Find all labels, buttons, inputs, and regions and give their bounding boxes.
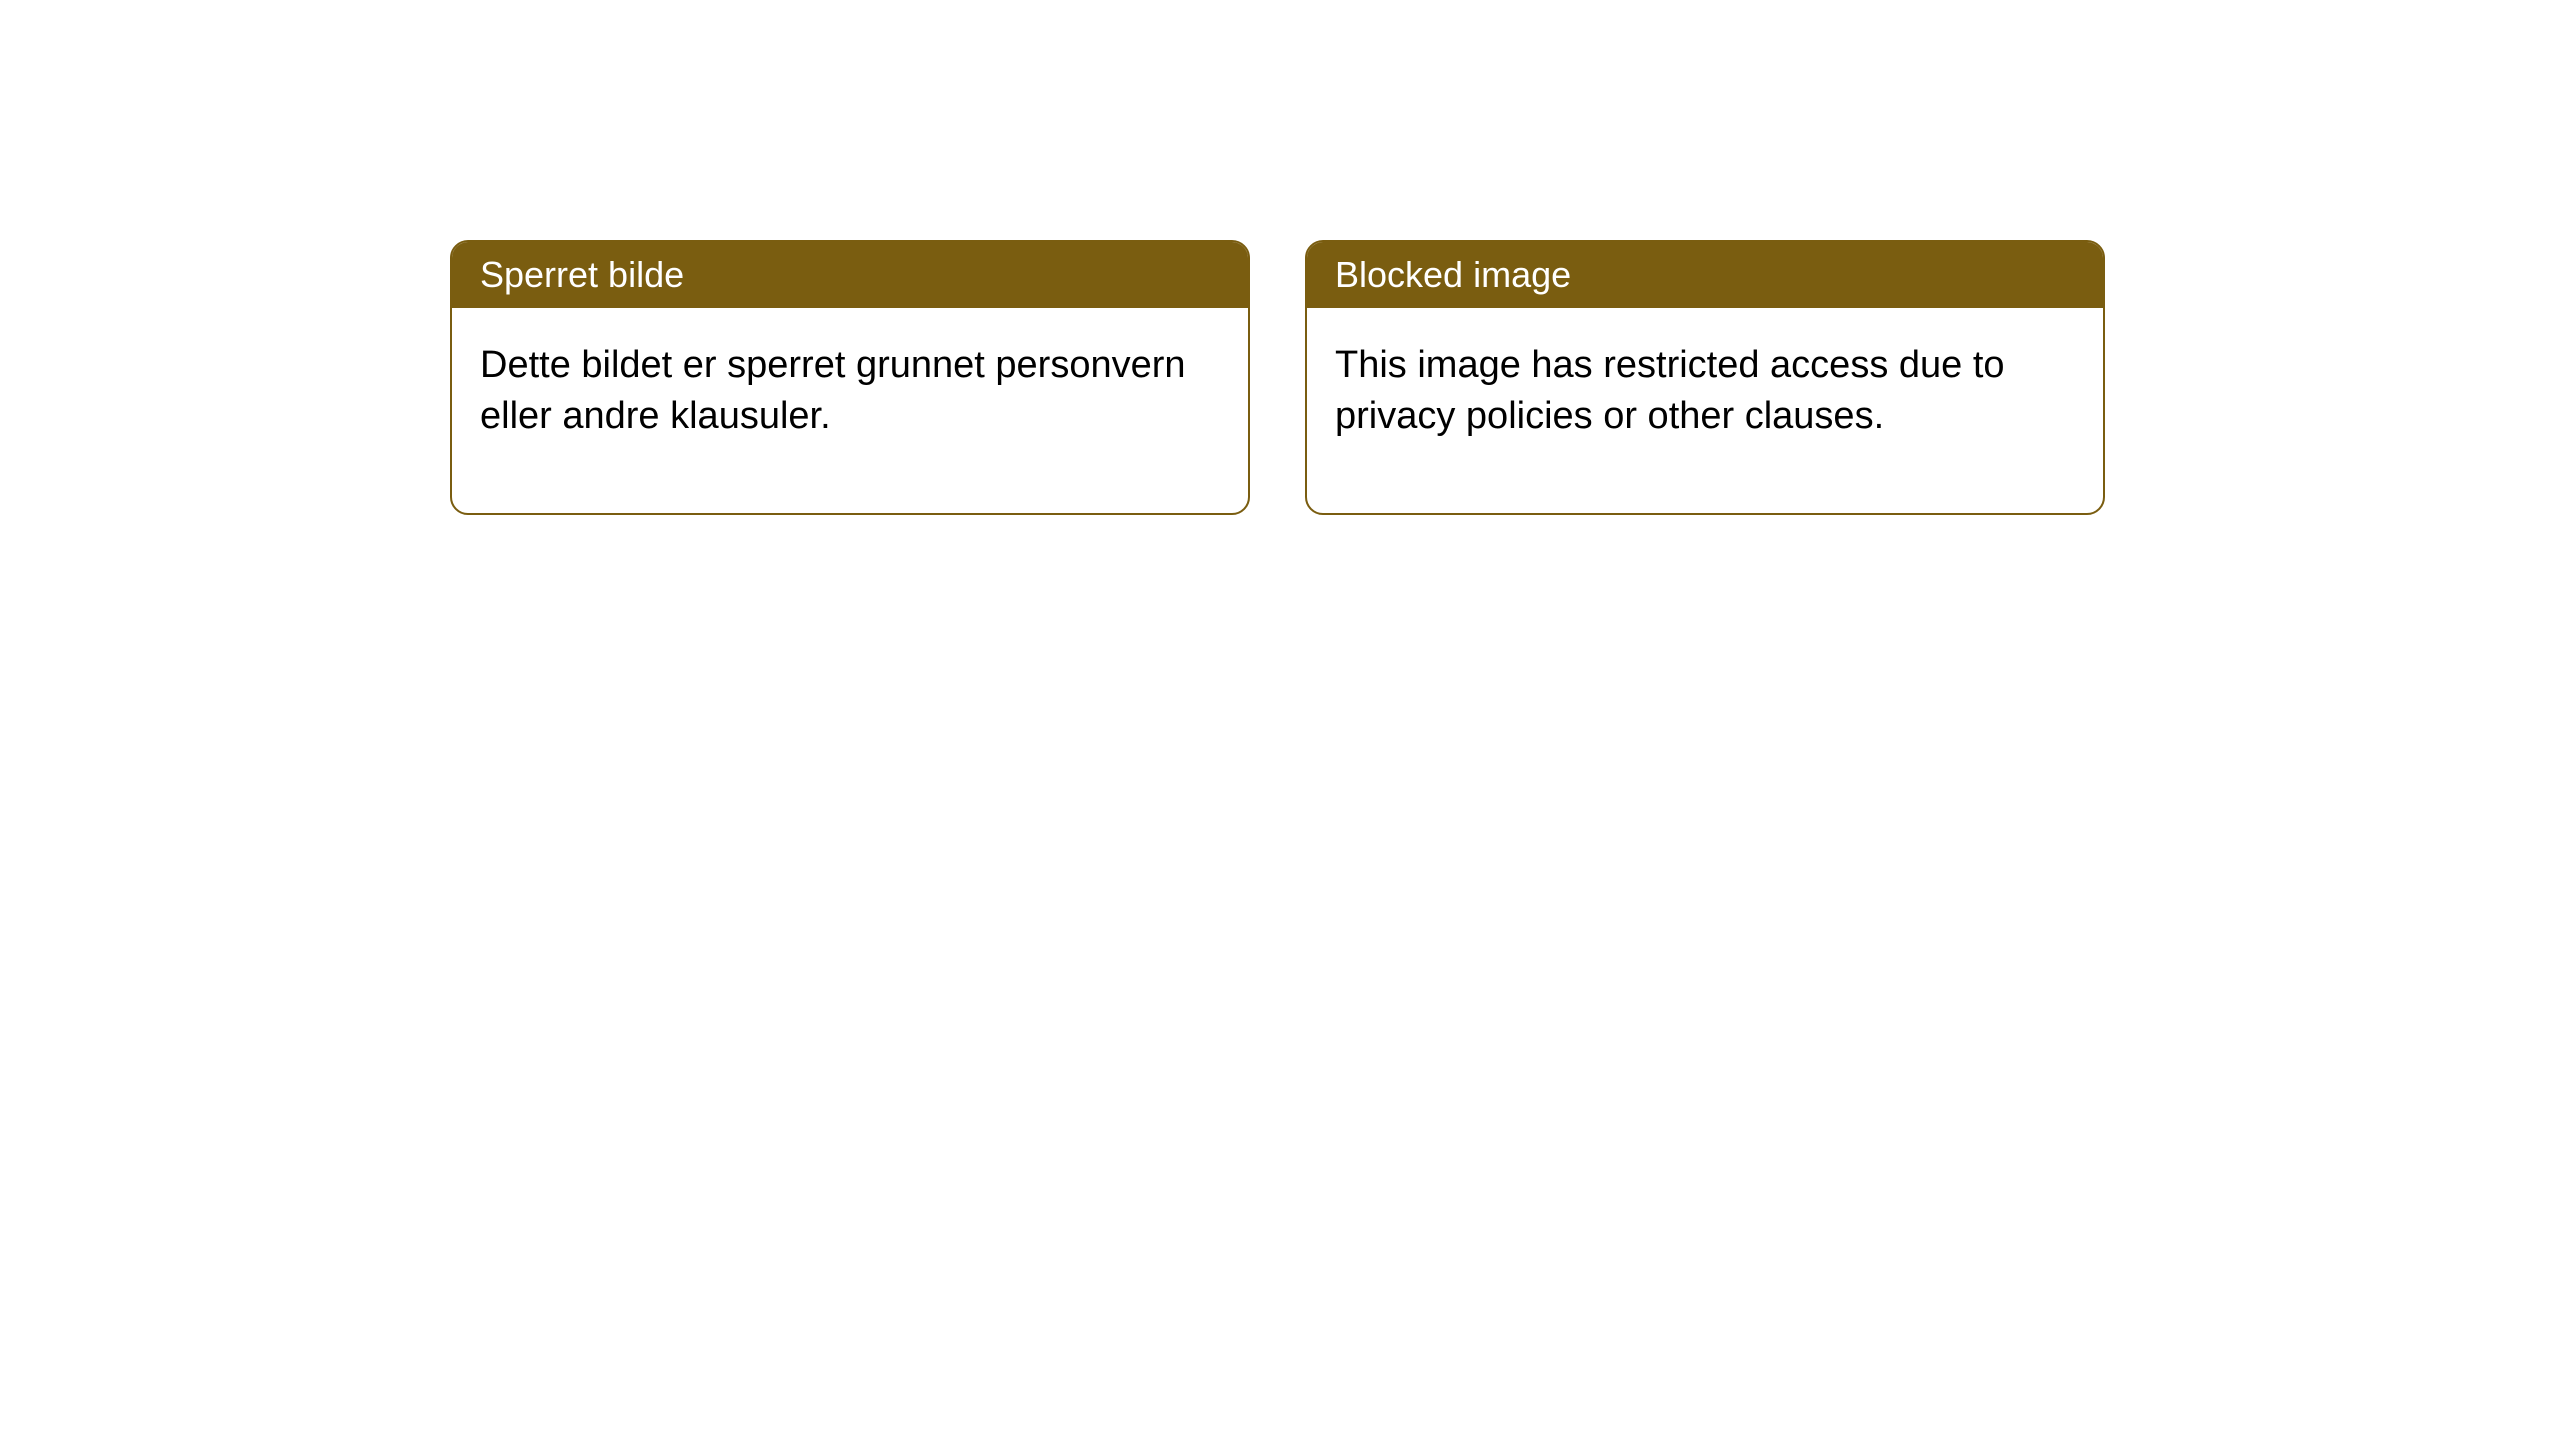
notice-body: This image has restricted access due to … bbox=[1307, 308, 2103, 513]
notice-header: Sperret bilde bbox=[452, 242, 1248, 308]
notice-message: Dette bildet er sperret grunnet personve… bbox=[480, 344, 1186, 437]
notice-title: Sperret bilde bbox=[480, 254, 684, 295]
notice-card-english: Blocked image This image has restricted … bbox=[1305, 240, 2105, 515]
notice-message: This image has restricted access due to … bbox=[1335, 344, 2005, 437]
notice-card-norwegian: Sperret bilde Dette bildet er sperret gr… bbox=[450, 240, 1250, 515]
notice-body: Dette bildet er sperret grunnet personve… bbox=[452, 308, 1248, 513]
notice-title: Blocked image bbox=[1335, 254, 1571, 295]
notice-header: Blocked image bbox=[1307, 242, 2103, 308]
notice-container: Sperret bilde Dette bildet er sperret gr… bbox=[450, 240, 2105, 515]
